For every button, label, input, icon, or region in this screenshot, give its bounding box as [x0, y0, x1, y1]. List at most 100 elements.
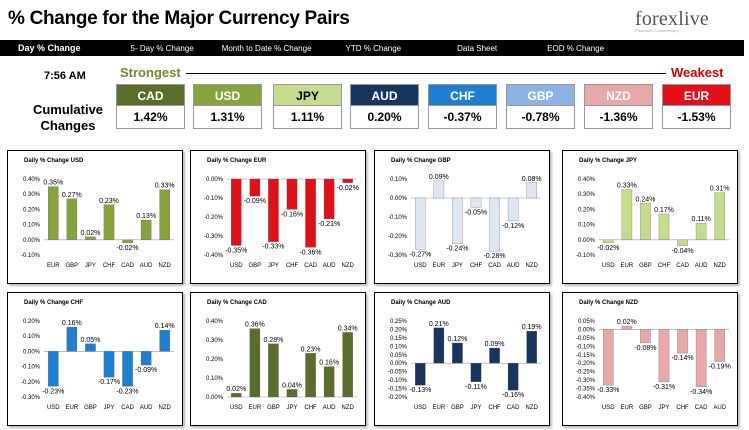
category-label: NZD — [714, 263, 727, 269]
y-tick-label: 0.30% — [578, 192, 596, 198]
data-label: -0.23% — [116, 388, 138, 395]
tab-month-to-date[interactable]: Month to Date % Change — [221, 43, 312, 53]
data-label: -0.02% — [597, 245, 619, 252]
tab-5-day-change[interactable]: 5- Day % Change — [130, 43, 194, 53]
bar-usd — [415, 197, 426, 250]
bar-aud — [507, 197, 519, 221]
data-label: 0.08% — [522, 176, 542, 183]
chart-title: Daily % Change EUR — [207, 158, 267, 164]
strongest-label: Strongest — [120, 65, 181, 80]
category-label: USD — [414, 405, 427, 411]
currency-name: CHF — [428, 84, 497, 106]
category-label: CHF — [470, 263, 483, 269]
y-tick-label: -0.20% — [21, 380, 41, 386]
bar-aud — [695, 222, 707, 240]
category-label: GBP — [639, 405, 652, 411]
category-label: AUD — [140, 405, 153, 411]
data-label: -0.21% — [318, 221, 340, 228]
y-tick-label: -0.10% — [576, 344, 596, 350]
category-label: NZD — [526, 405, 539, 411]
y-tick-label: 0.10% — [390, 344, 408, 350]
currency-box-chf: CHF -0.37% — [428, 84, 497, 131]
y-tick-label: 0.00% — [578, 327, 596, 333]
category-label: NZD — [159, 405, 172, 411]
bar-cad — [507, 363, 519, 391]
chart-panel: Daily % Change GBP -0.30% -0.20% -0.10% 0.00… — [374, 150, 550, 284]
bar-chart: -0.20% -0.15% -0.10% -0.05% 0.00% 0.05% 0.10% 0… — [388, 319, 542, 411]
page-title: % Change for the Major Currency Pairs — [8, 8, 350, 29]
tab-day-change[interactable]: Day % Change — [18, 43, 81, 53]
data-label: 0.31% — [710, 186, 730, 193]
data-label: -0.12% — [502, 223, 524, 230]
category-label: AUD — [507, 263, 520, 269]
currency-cumulative-value: 1.31% — [193, 106, 262, 129]
bar-nzd — [342, 178, 353, 183]
y-tick-label: -0.10% — [388, 378, 408, 384]
category-label: CHF — [304, 405, 317, 411]
y-tick-label: -0.10% — [576, 253, 596, 259]
data-label: 0.24% — [635, 196, 655, 203]
data-label: 0.23% — [301, 346, 321, 353]
data-label: 0.36% — [245, 322, 265, 329]
data-label: -0.24% — [446, 246, 468, 253]
data-label: -0.33% — [262, 244, 284, 251]
data-label: 0.05% — [80, 337, 100, 344]
bar-chart: -0.10% 0.00% 0.10% 0.20% 0.30% 0.40% 0.35% EUR 0… — [21, 177, 175, 269]
header: % Change for the Major Currency Pairs fo… — [0, 0, 749, 40]
category-label: CAD — [488, 263, 501, 269]
y-tick-label: 0.00% — [206, 395, 224, 401]
data-label: 0.09% — [429, 174, 449, 181]
category-label: AUD — [323, 263, 336, 269]
category-label: AUD — [140, 263, 153, 269]
tab-eod-change[interactable]: EOD % Change — [547, 43, 605, 53]
bar-nzd — [159, 329, 170, 352]
y-tick-label: 0.30% — [23, 192, 41, 198]
data-label: 0.02% — [226, 386, 246, 393]
bar-chart: -0.30% -0.20% -0.10% 0.00% 0.10% 0.20% -0.23% U… — [21, 319, 175, 411]
category-label: USD — [47, 405, 60, 411]
data-label: -0.27% — [409, 251, 431, 258]
y-tick-label: 0.20% — [578, 207, 596, 213]
data-label: 0.27% — [62, 192, 82, 199]
currency-cumulative-value: 0.20% — [350, 106, 419, 129]
data-label: -0.17% — [98, 379, 120, 386]
y-tick-label: 0.40% — [578, 177, 596, 183]
data-label: -0.33% — [597, 387, 619, 394]
bar-jpy — [85, 236, 96, 240]
bar-chart: -0.30% -0.20% -0.10% 0.00% 0.10% -0.27% USD 0.0… — [388, 174, 542, 269]
currency-cumulative-value: -1.36% — [584, 106, 653, 129]
category-label: GBP — [66, 263, 79, 269]
data-label: 0.13% — [136, 213, 156, 220]
data-label: -0.16% — [502, 392, 524, 399]
data-label: 0.02% — [80, 230, 100, 237]
bar-gbp — [249, 178, 261, 197]
y-tick-label: 0.00% — [578, 238, 596, 244]
bar-chf — [489, 347, 500, 364]
y-tick-label: 0.00% — [390, 196, 408, 202]
chart-panel: Daily % Change USD -0.10% 0.00% 0.10% 0.20% 0… — [7, 150, 183, 284]
currency-cumulative-value: 1.11% — [273, 106, 342, 129]
y-tick-label: -0.10% — [21, 365, 41, 371]
y-tick-label: -0.10% — [204, 196, 224, 202]
currency-box-cad: CAD 1.42% — [116, 84, 185, 131]
chart-title: Daily % Change AUD — [391, 300, 451, 306]
category-label: CAD — [695, 405, 708, 411]
y-tick-label: -0.20% — [204, 215, 224, 221]
chart-panel: Daily % Change CAD 0.00% 0.10% 0.20% 0.30% 0.… — [190, 292, 366, 426]
currency-box-aud: AUD 0.20% — [350, 84, 419, 131]
bar-aud — [140, 219, 152, 240]
data-label: 0.14% — [155, 323, 175, 330]
data-label: 0.19% — [522, 324, 542, 331]
y-tick-label: 0.10% — [390, 177, 408, 183]
y-tick-label: -0.20% — [576, 361, 596, 367]
currency-name: USD — [193, 84, 262, 106]
category-label: GBP — [639, 263, 652, 269]
bar-cad — [677, 239, 688, 247]
bar-cad — [122, 239, 133, 243]
category-label: AUD — [323, 405, 336, 411]
bar-usd — [231, 393, 242, 398]
y-tick-label: 0.00% — [23, 238, 41, 244]
bar-chart: -0.40% -0.35% -0.30% -0.25% -0.20% -0.15% -0.1… — [576, 319, 731, 411]
tab-ytd-change[interactable]: YTD % Change — [345, 43, 402, 53]
tab-data-sheet[interactable]: Data Sheet — [457, 43, 498, 53]
